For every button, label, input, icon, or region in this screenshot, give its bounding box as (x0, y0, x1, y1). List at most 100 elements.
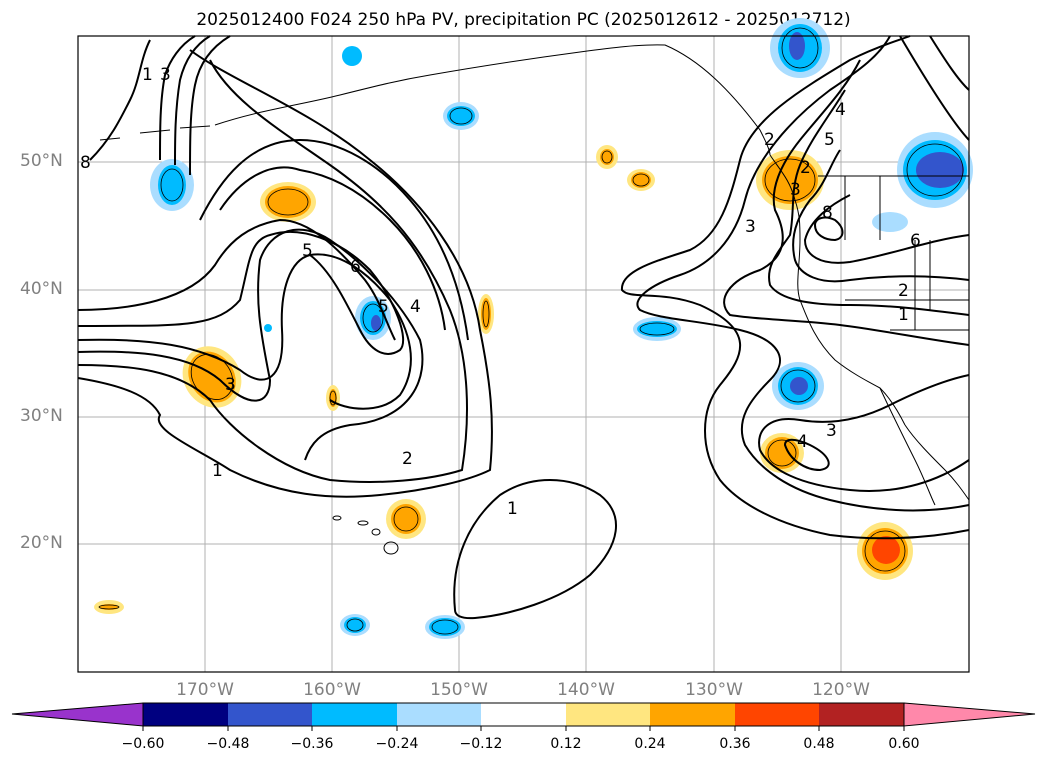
colorbar-swatch (481, 703, 566, 726)
pv-contour (768, 89, 970, 316)
precip-outline (764, 158, 816, 202)
colorbar-tick-label: 0.36 (719, 736, 751, 752)
colorbar-tick-label: −0.24 (375, 736, 419, 752)
pv-contour (199, 138, 469, 341)
precip-neg-blob (790, 377, 808, 395)
lat-label-30n: 30°N (20, 406, 63, 426)
contour-label: 5 (824, 130, 835, 150)
lon-label-120w: 120°W (812, 680, 870, 700)
state-border (818, 175, 969, 331)
precip-neg-blob (447, 106, 475, 126)
colorbar-tick-label: 0.60 (888, 736, 920, 752)
pv-contour (783, 438, 830, 472)
pv-contour (159, 35, 196, 161)
colorbar-tick-label: 0.48 (803, 736, 835, 752)
colorbar-frame (142, 702, 905, 727)
contour-label: 8 (80, 153, 91, 173)
precip-outline (864, 530, 906, 572)
contour-label: 6 (350, 257, 361, 277)
colorbar-swatch (143, 703, 228, 726)
precip-outline (346, 618, 364, 632)
lon-label-150w: 150°W (430, 680, 488, 700)
contour-label: 4 (835, 100, 846, 120)
pv-contour (77, 218, 396, 341)
contour-label: 5 (302, 241, 313, 261)
contour-label: 3 (160, 65, 171, 85)
colorbar-extend-min (11, 702, 144, 727)
coastline-bc (769, 154, 801, 241)
lat-label-50n: 50°N (20, 151, 63, 171)
lon-label-160w: 160°W (303, 680, 361, 700)
contour-label: 1 (898, 305, 909, 325)
colorbar (11, 702, 1036, 731)
pv-contour (77, 230, 405, 355)
contour-label: 1 (142, 65, 153, 85)
precip-neg-blob (916, 152, 964, 188)
precip-outline (160, 168, 184, 202)
contour-label: 8 (822, 203, 833, 223)
precip-pos-blob (481, 298, 491, 330)
precip-outline (781, 27, 819, 69)
precip-neg-blob (371, 315, 381, 331)
precip-outline (780, 369, 816, 403)
contour-label: 3 (745, 217, 756, 237)
colorbar-swatch (819, 703, 904, 726)
precip-outline (431, 619, 459, 635)
lat-label-20n: 20°N (20, 533, 63, 553)
precip-outline (329, 390, 337, 406)
pv-contour (174, 35, 211, 166)
pv-contour (219, 166, 446, 331)
pv-contour (636, 35, 970, 512)
precip-pos-blob (265, 186, 311, 218)
lat-label-40n: 40°N (20, 279, 63, 299)
pv-contour (620, 35, 970, 540)
pv-contour (929, 35, 970, 91)
precip-neg-blob (872, 212, 908, 232)
precip-outline (98, 604, 120, 610)
lon-label-140w: 140°W (557, 680, 615, 700)
coastline-aleutians (99, 125, 211, 141)
contour-label: 2 (898, 281, 909, 301)
precip-outline (906, 143, 964, 197)
contour-label: 4 (797, 432, 808, 452)
contour-label: 3 (826, 421, 837, 441)
precip-neg-blob (342, 46, 362, 66)
map-border (77, 35, 970, 673)
colorbar-tick-label: 0.24 (634, 736, 666, 752)
contour-label: 3 (790, 180, 801, 200)
precip-neg-blob (264, 324, 272, 332)
colorbar-tick-label: −0.60 (121, 736, 165, 752)
island (383, 541, 399, 555)
contour-label: 1 (507, 499, 518, 519)
contour-label: 3 (225, 375, 236, 395)
precip-neg-blob (789, 32, 805, 60)
contour-label: 2 (402, 449, 413, 469)
pv-contour (758, 374, 970, 492)
pv-contour (813, 216, 844, 242)
contour-label: 6 (910, 231, 921, 251)
contour-label: 2 (800, 158, 811, 178)
colorbar-swatch (735, 703, 819, 726)
precip-neg-blob (429, 618, 461, 636)
precip-outline (632, 173, 650, 187)
colorbar-swatch (650, 703, 735, 726)
colorbar-swatch (228, 703, 312, 726)
island (332, 515, 342, 521)
island (371, 528, 381, 536)
contour-label: 2 (764, 130, 775, 150)
coastline-alaska (214, 44, 771, 156)
pv-contour (723, 59, 970, 346)
colorbar-swatch (312, 703, 397, 726)
precip-outline (393, 506, 419, 532)
pv-contour (77, 49, 493, 498)
contour-label: 5 (378, 297, 389, 317)
lon-label-170w: 170°W (176, 680, 234, 700)
precip-outline (601, 150, 613, 164)
map-area (77, 18, 973, 672)
precip-neg-blob (158, 165, 186, 205)
map-title: 2025012400 F024 250 hPa PV, precipitatio… (196, 10, 851, 30)
colorbar-swatch (397, 703, 481, 726)
precip-outline (639, 322, 675, 336)
graticule (78, 36, 969, 672)
